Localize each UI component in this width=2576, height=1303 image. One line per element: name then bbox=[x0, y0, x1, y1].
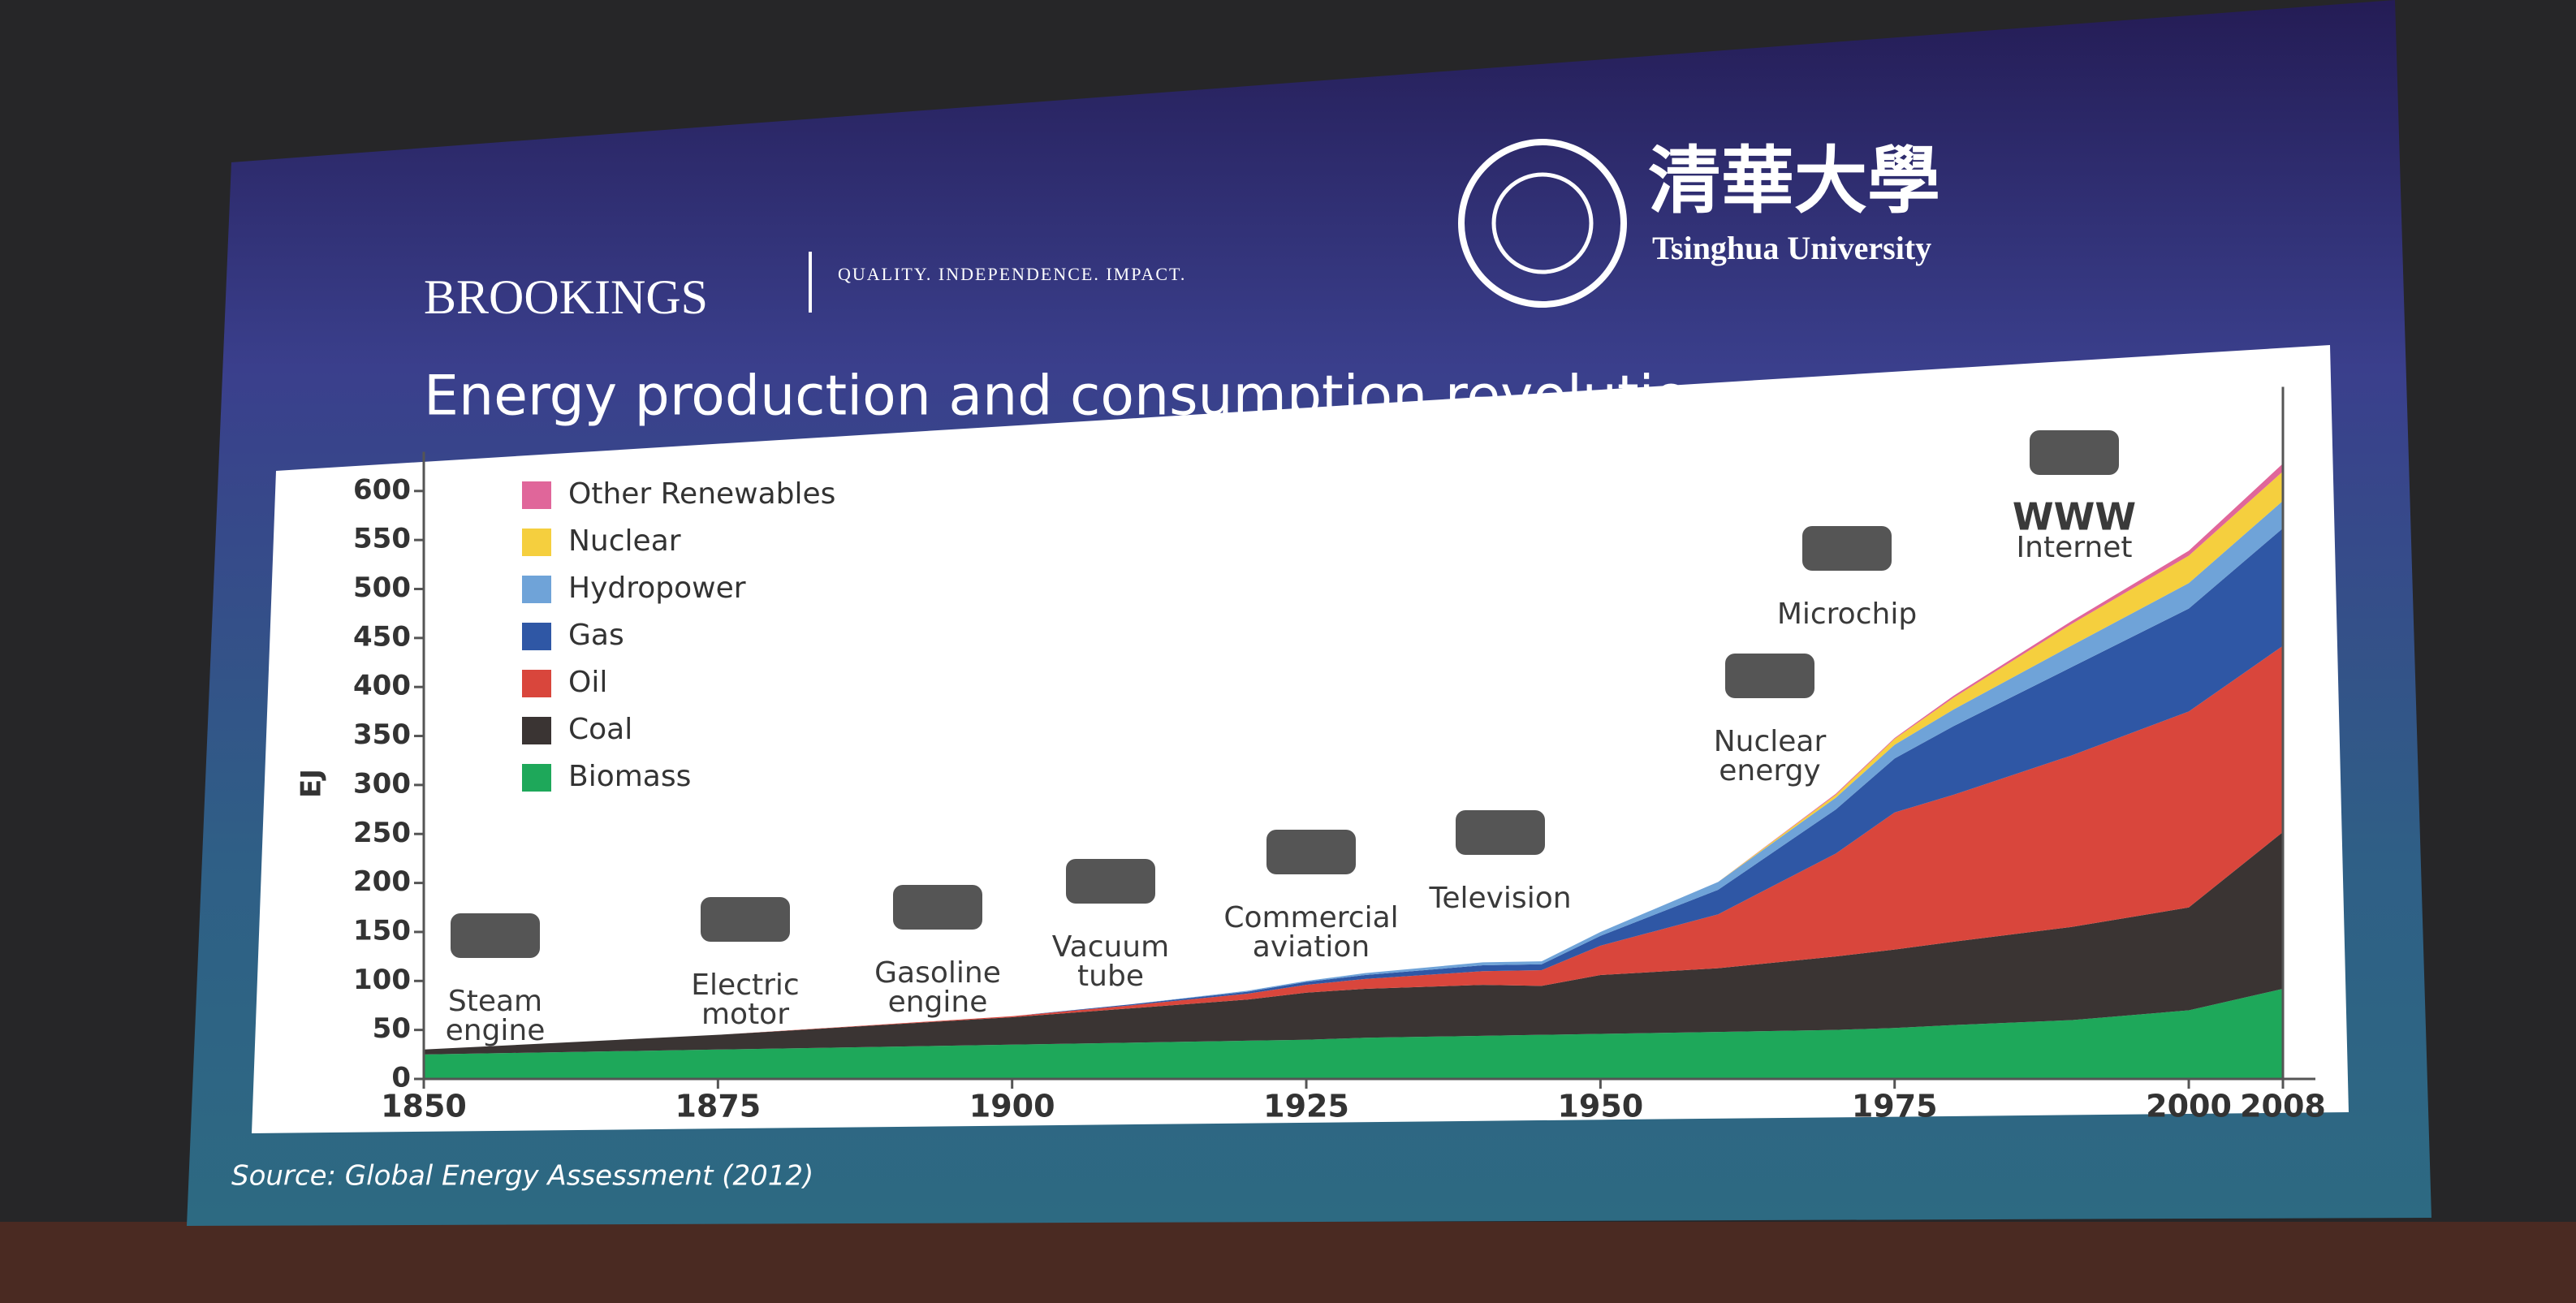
source: Source: Global Energy Assessment (2012) bbox=[231, 1160, 813, 1193]
annotation: Television bbox=[1428, 882, 1571, 915]
area bbox=[424, 831, 2283, 1055]
annotation: Vacuum bbox=[1052, 930, 1169, 964]
y-tick-label: 600 bbox=[353, 473, 411, 506]
legend-label: Hydropower bbox=[568, 572, 746, 605]
logo bbox=[1458, 139, 1627, 308]
legend-swatch bbox=[522, 529, 551, 556]
y-tick-label: 550 bbox=[353, 523, 411, 555]
y-tick-label: 500 bbox=[353, 572, 411, 604]
legend-label: Biomass bbox=[568, 760, 691, 793]
area bbox=[424, 528, 2283, 1050]
legend-swatch bbox=[522, 576, 551, 603]
annotations: SteamengineElectricmotorGasolineengineVa… bbox=[446, 430, 2136, 1047]
university-cn: 清華大學 bbox=[1648, 138, 1940, 224]
university: Tsinghua University bbox=[1652, 230, 1931, 266]
icon bbox=[701, 897, 790, 942]
x-tick-label: 1925 bbox=[1263, 1089, 1349, 1124]
brand: BROOKINGS bbox=[424, 270, 708, 324]
icon bbox=[1266, 830, 1356, 874]
icon bbox=[893, 885, 982, 930]
annotation: engine bbox=[446, 1014, 546, 1047]
icon bbox=[2030, 430, 2119, 475]
x-tick-label: 1975 bbox=[1852, 1089, 1938, 1124]
floor bbox=[0, 1222, 2576, 1303]
icon bbox=[1066, 859, 1155, 904]
legend-label: Gas bbox=[568, 619, 624, 652]
y-axis-label: EJ bbox=[296, 769, 328, 798]
area bbox=[424, 988, 2283, 1079]
y-tick-label: 450 bbox=[353, 620, 411, 653]
legend-label: Other Renewables bbox=[568, 477, 835, 511]
y-tick-label: 100 bbox=[353, 964, 411, 996]
y-tick-label: 400 bbox=[353, 670, 411, 702]
legend-swatch bbox=[522, 717, 551, 744]
y-tick-label: 200 bbox=[353, 865, 411, 898]
tagline: QUALITY. INDEPENDENCE. IMPACT. bbox=[838, 264, 1186, 284]
legend-swatch bbox=[522, 764, 551, 792]
icon bbox=[451, 913, 540, 958]
x-tick-label: 1875 bbox=[675, 1089, 761, 1124]
y-tick-label: 300 bbox=[353, 767, 411, 800]
legend-label: Oil bbox=[568, 666, 607, 699]
annotation: WWW bbox=[2013, 495, 2136, 539]
legend-swatch bbox=[522, 670, 551, 697]
annotation: Steam bbox=[448, 985, 542, 1018]
y-tick-label: 0 bbox=[391, 1062, 411, 1094]
x-tick-label: 2008 bbox=[2240, 1089, 2326, 1124]
annotation: aviation bbox=[1253, 930, 1370, 964]
y-tick-label: 50 bbox=[373, 1012, 411, 1045]
x-tick-label: 1900 bbox=[969, 1089, 1055, 1124]
annotation: motor bbox=[701, 998, 789, 1031]
annotation: energy bbox=[1719, 754, 1820, 787]
annotation: Microchip bbox=[1777, 598, 1917, 631]
legend-label: Nuclear bbox=[568, 524, 681, 558]
y-tick-label: 250 bbox=[353, 817, 411, 849]
x-tick-label: 1950 bbox=[1557, 1089, 1643, 1124]
annotation: Gasoline bbox=[874, 956, 1001, 990]
legend-label: Coal bbox=[568, 713, 632, 746]
annotation: engine bbox=[888, 986, 988, 1019]
icon bbox=[1456, 810, 1545, 855]
legend-swatch bbox=[522, 481, 551, 509]
annotation: Internet bbox=[2017, 531, 2133, 564]
x-tick-label: 1850 bbox=[381, 1089, 467, 1124]
icon bbox=[1725, 654, 1814, 698]
icon bbox=[1802, 526, 1892, 571]
annotation: Commercial bbox=[1223, 901, 1398, 934]
legend-swatch bbox=[522, 623, 551, 650]
y-tick-label: 350 bbox=[353, 718, 411, 751]
logo-inner bbox=[1491, 172, 1594, 274]
annotation: Nuclear bbox=[1714, 725, 1827, 758]
area bbox=[424, 645, 2283, 1050]
x-tick-label: 2000 bbox=[2146, 1089, 2232, 1124]
y-tick-label: 150 bbox=[353, 914, 411, 947]
annotation: Electric bbox=[691, 969, 799, 1002]
annotation: tube bbox=[1077, 960, 1144, 993]
